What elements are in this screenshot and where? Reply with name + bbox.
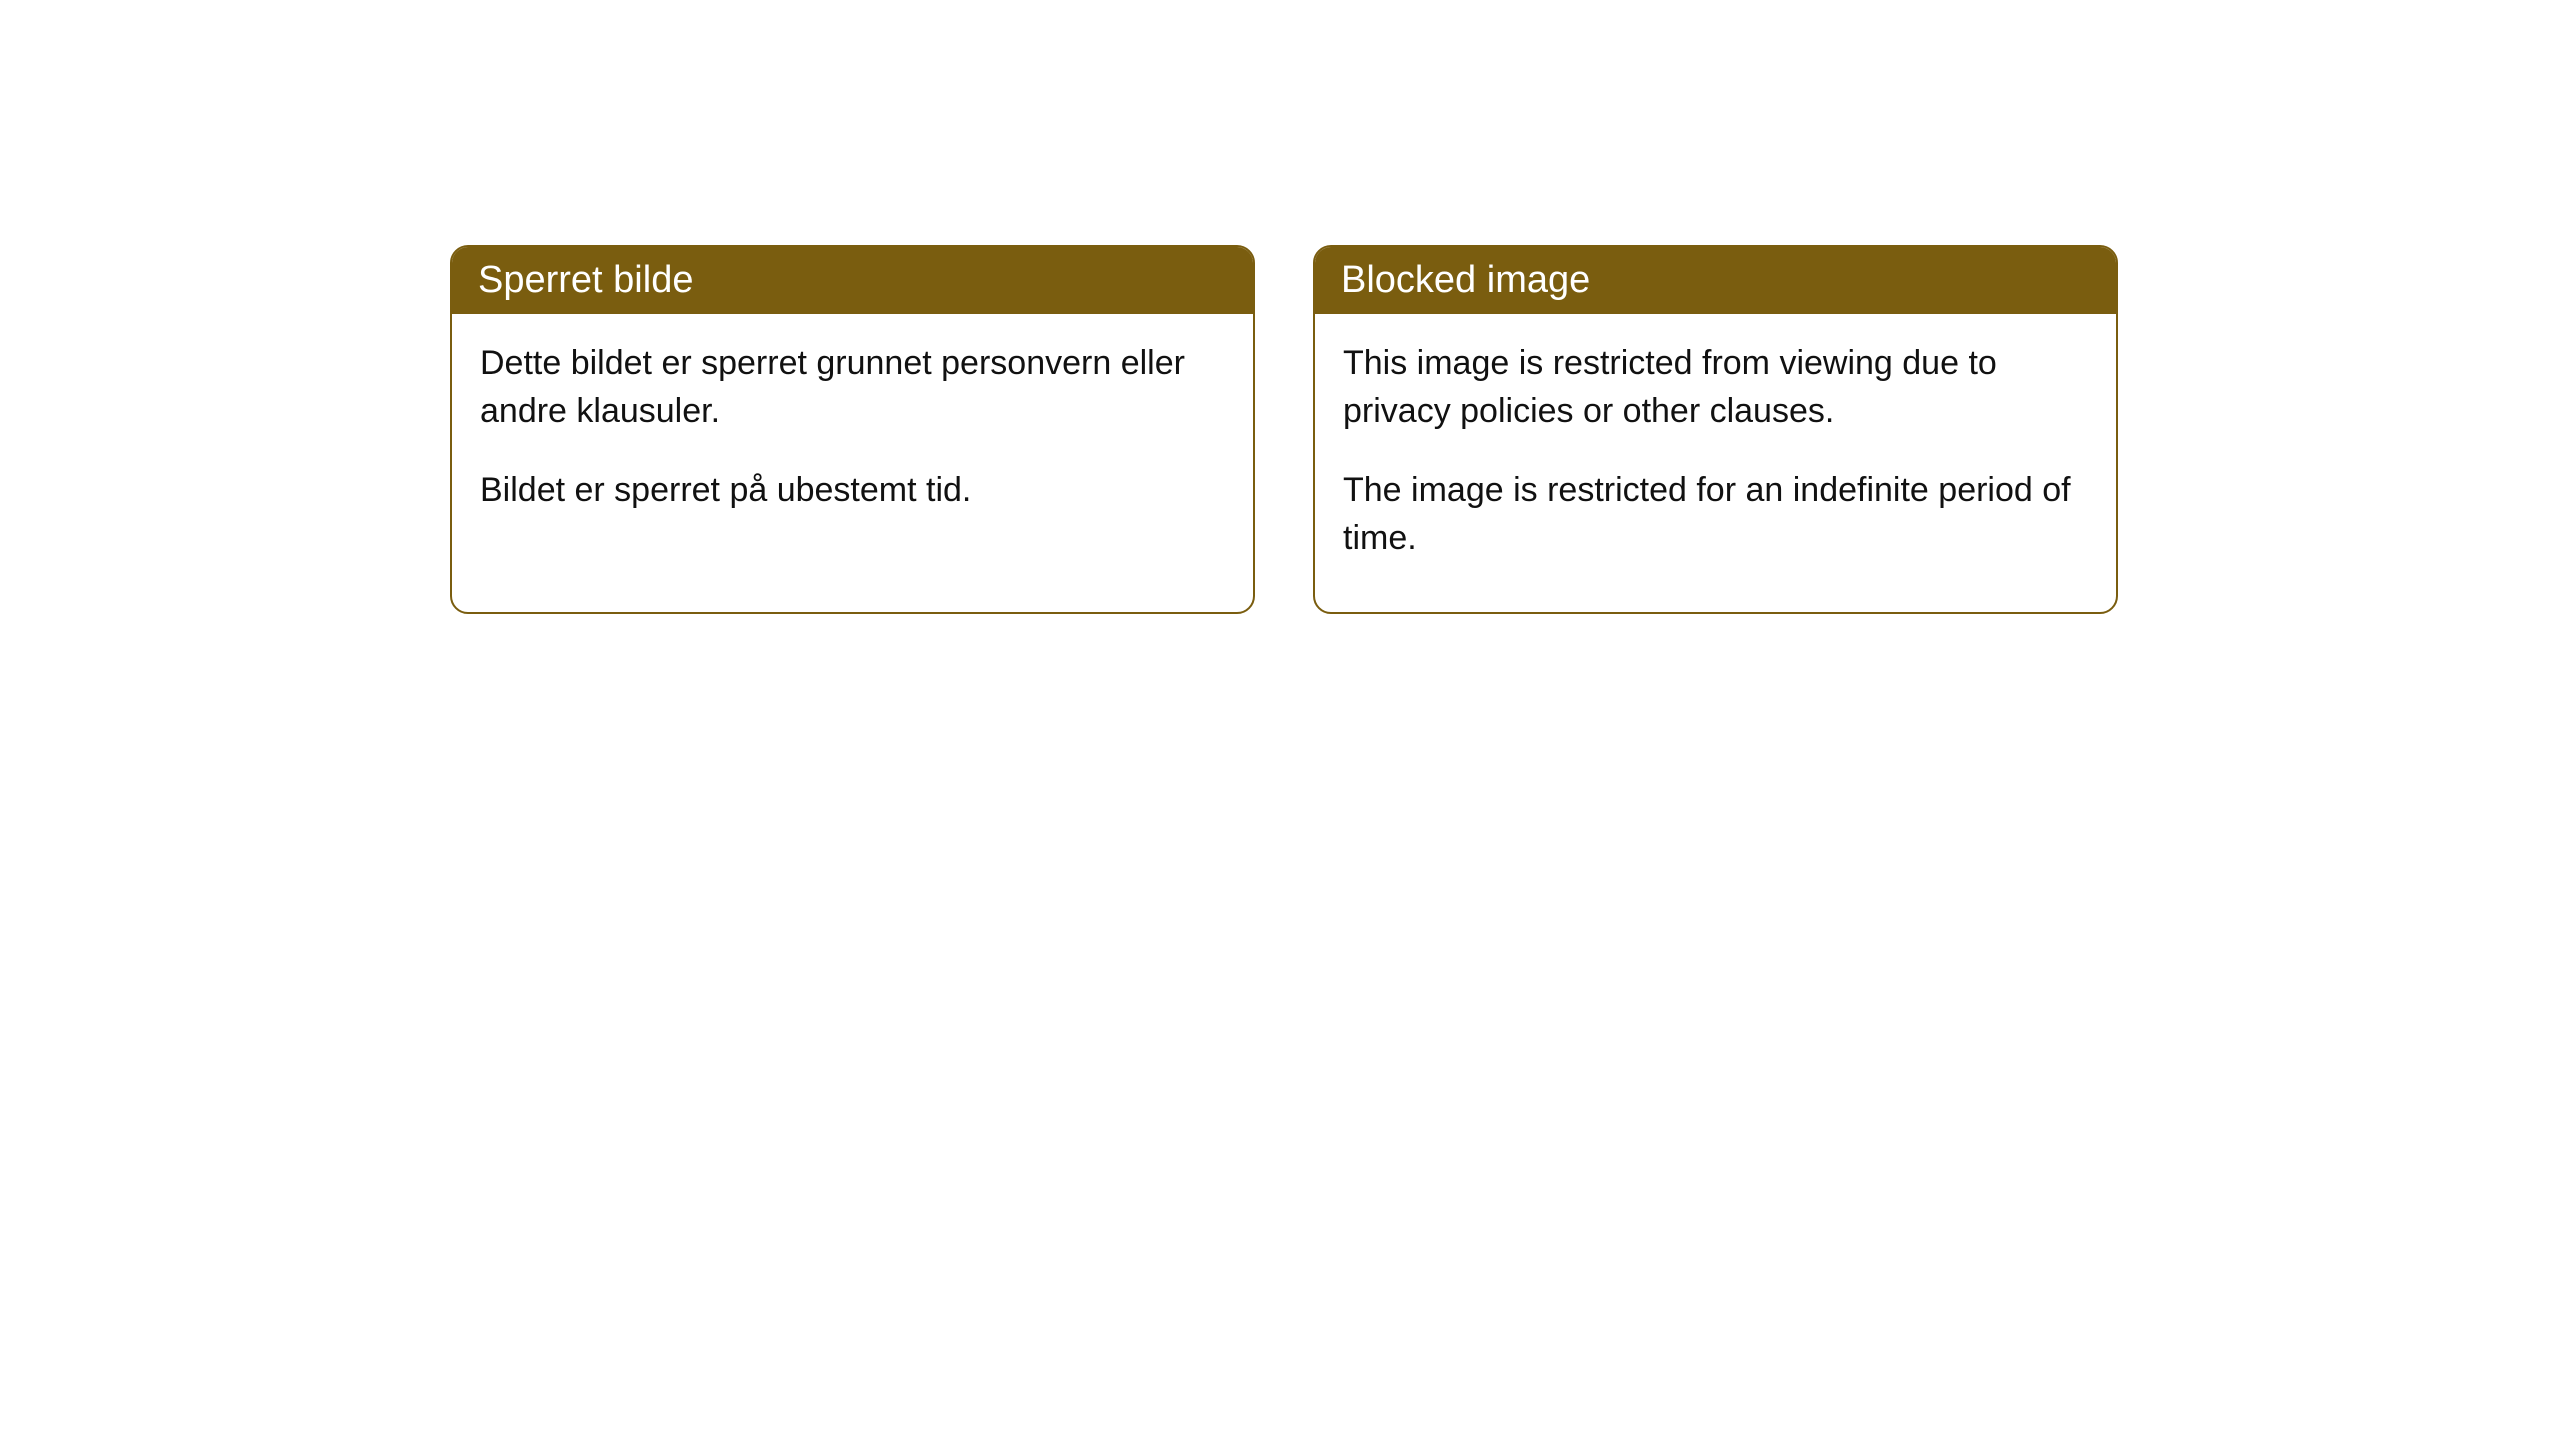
card-header-norwegian: Sperret bilde — [452, 247, 1253, 314]
card-paragraph-1-english: This image is restricted from viewing du… — [1343, 340, 2088, 435]
notice-cards-container: Sperret bilde Dette bildet er sperret gr… — [450, 245, 2118, 614]
card-header-english: Blocked image — [1315, 247, 2116, 314]
card-paragraph-1-norwegian: Dette bildet er sperret grunnet personve… — [480, 340, 1225, 435]
card-body-norwegian: Dette bildet er sperret grunnet personve… — [452, 314, 1253, 565]
card-paragraph-2-norwegian: Bildet er sperret på ubestemt tid. — [480, 467, 1225, 515]
card-body-english: This image is restricted from viewing du… — [1315, 314, 2116, 612]
card-paragraph-2-english: The image is restricted for an indefinit… — [1343, 467, 2088, 562]
blocked-image-card-english: Blocked image This image is restricted f… — [1313, 245, 2118, 614]
blocked-image-card-norwegian: Sperret bilde Dette bildet er sperret gr… — [450, 245, 1255, 614]
